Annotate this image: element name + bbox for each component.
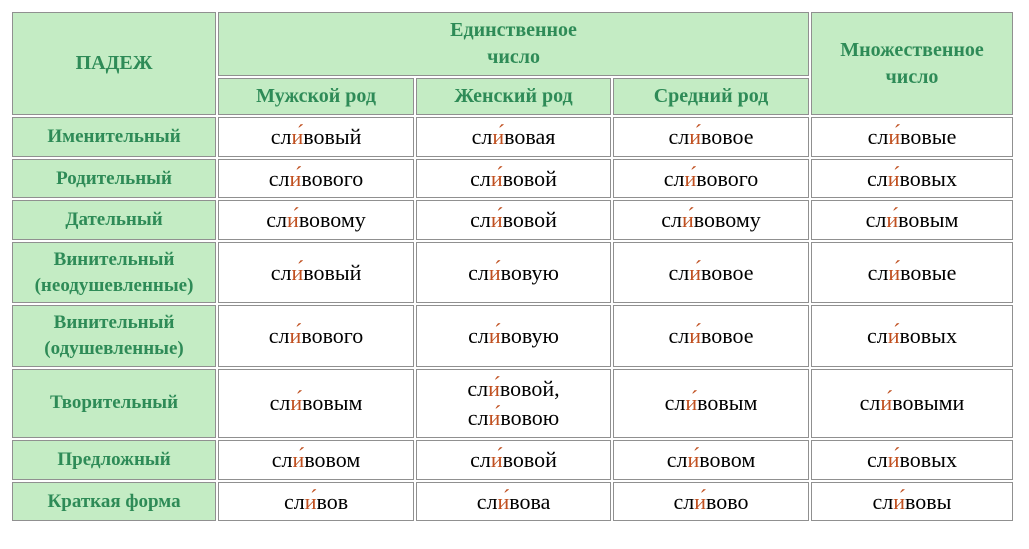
row-case-label: Краткая форма: [12, 482, 216, 522]
word-cell: сливового: [613, 159, 809, 199]
header-gender-m: Мужской род: [218, 78, 414, 115]
word-cell: сливовый: [218, 242, 414, 303]
word-cell: сливовых: [811, 305, 1013, 366]
word-cell: сливовое: [613, 117, 809, 157]
word-cell: сливового: [218, 305, 414, 366]
table-row: Краткая формасливовсливовасливовосливовы: [12, 482, 1013, 522]
table-row: Винительный(неодушевленные)сливовыйсливо…: [12, 242, 1013, 303]
word-cell: сливовым: [218, 369, 414, 438]
table-row: Творительныйсливовымсливовой,сливовоюсли…: [12, 369, 1013, 438]
table-row: Родительныйсливовогосливовойсливовогосли…: [12, 159, 1013, 199]
header-gender-n: Средний род: [613, 78, 809, 115]
word-cell: сливовым: [613, 369, 809, 438]
word-cell: сливовой: [416, 440, 611, 480]
table-row: Винительный(одушевленные)сливовогосливов…: [12, 305, 1013, 366]
row-case-label: Творительный: [12, 369, 216, 438]
word-cell: сливового: [218, 159, 414, 199]
word-cell: сливовом: [218, 440, 414, 480]
word-cell: сливовой: [416, 200, 611, 240]
row-case-label: Родительный: [12, 159, 216, 199]
declension-table: ПАДЕЖ Единственноечисло Множественноечис…: [10, 10, 1015, 523]
row-case-label: Винительный(одушевленные): [12, 305, 216, 366]
word-cell: сливовое: [613, 242, 809, 303]
word-cell: сливов: [218, 482, 414, 522]
word-cell: сливовой,сливовою: [416, 369, 611, 438]
row-case-label: Предложный: [12, 440, 216, 480]
word-cell: сливовая: [416, 117, 611, 157]
word-cell: сливовому: [613, 200, 809, 240]
word-cell: сливовы: [811, 482, 1013, 522]
word-cell: сливовом: [613, 440, 809, 480]
table-row: Именительныйсливовыйсливоваясливовоеслив…: [12, 117, 1013, 157]
header-case: ПАДЕЖ: [12, 12, 216, 115]
word-cell: сливовыми: [811, 369, 1013, 438]
word-cell: сливовое: [613, 305, 809, 366]
header-gender-f: Женский род: [416, 78, 611, 115]
header-singular: Единственноечисло: [218, 12, 809, 76]
word-cell: сливовых: [811, 159, 1013, 199]
word-cell: сливовые: [811, 117, 1013, 157]
word-cell: сливовым: [811, 200, 1013, 240]
header-plural: Множественноечисло: [811, 12, 1013, 115]
row-case-label: Дательный: [12, 200, 216, 240]
row-case-label: Винительный(неодушевленные): [12, 242, 216, 303]
word-cell: сливово: [613, 482, 809, 522]
word-cell: сливовую: [416, 305, 611, 366]
table-row: Дательныйсливовомусливовойсливовомусливо…: [12, 200, 1013, 240]
word-cell: сливовой: [416, 159, 611, 199]
word-cell: сливовую: [416, 242, 611, 303]
word-cell: сливова: [416, 482, 611, 522]
word-cell: сливовый: [218, 117, 414, 157]
word-cell: сливовых: [811, 440, 1013, 480]
table-row: Предложныйсливовомсливовойсливовомсливов…: [12, 440, 1013, 480]
word-cell: сливовому: [218, 200, 414, 240]
word-cell: сливовые: [811, 242, 1013, 303]
row-case-label: Именительный: [12, 117, 216, 157]
